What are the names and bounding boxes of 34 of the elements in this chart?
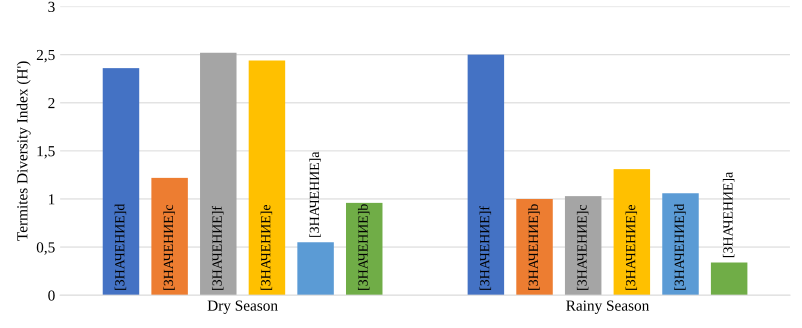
bar [614,169,650,296]
data-label: [ЗНАЧЕНИЕ]a [722,172,734,258]
data-label: [ЗНАЧЕНИЕ]d [114,204,126,290]
bar [102,68,140,296]
bar [297,242,334,296]
data-label: [ЗНАЧЕНИЕ]e [626,204,638,290]
bar [248,60,286,296]
data-label: [ЗНАЧЕНИЕ]a [309,152,321,237]
data-label: [ЗНАЧЕНИЕ]d [674,204,686,290]
data-label: [ЗНАЧЕНИЕ]b [358,204,370,290]
data-label: [ЗНАЧЕНИЕ]c [163,204,175,290]
y-axis-title: Termites Diversity Index (H') [16,61,31,241]
bar [200,52,237,296]
y-tick-label: 1,5 [38,146,55,159]
data-label: [ЗНАЧЕНИЕ]b [528,204,540,290]
data-label: [ЗНАЧЕНИЕ]f [212,206,224,290]
bar [564,196,602,296]
y-tick-label: 3 [48,2,55,12]
bar [516,198,553,296]
bar [151,178,188,296]
y-tick-label: 0,5 [36,242,55,255]
y-tick-label: 2,5 [36,50,55,62]
data-label: [ЗНАЧЕНИЕ]e [260,204,272,290]
y-tick-label: 1 [48,194,54,204]
data-label: [ЗНАЧЕНИЕ]f [479,206,492,290]
bar [468,54,504,296]
bar [346,202,382,296]
x-tick-label: Rainy Season [566,300,650,314]
data-label: [ЗНАЧЕНИЕ]c [576,204,588,290]
y-tick-label: 0 [48,290,55,301]
y-tick-label: 2 [48,98,54,108]
bar [662,193,699,296]
x-tick-label: Dry Season [208,300,278,314]
bar [710,262,748,296]
